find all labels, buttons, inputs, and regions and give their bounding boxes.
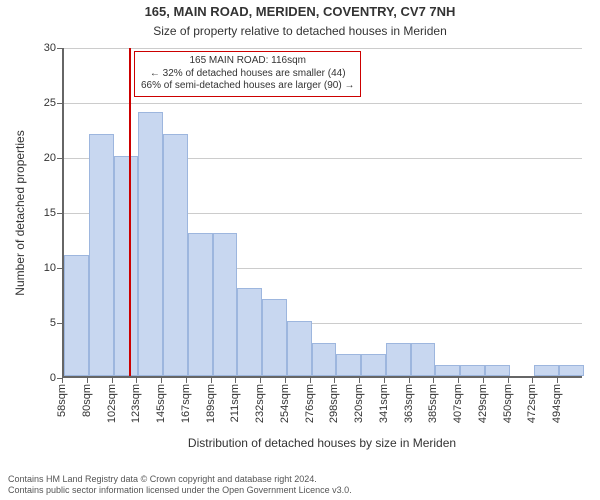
chart-container: { "chart": { "type": "histogram", "title… <box>0 0 600 500</box>
x-tick-mark <box>87 378 88 383</box>
x-tick-mark <box>235 378 236 383</box>
marker-line <box>129 48 131 376</box>
y-tick-label: 20 <box>44 152 56 164</box>
y-tick-mark <box>57 213 62 214</box>
x-tick-mark <box>384 378 385 383</box>
histogram-bar <box>163 134 188 376</box>
annotation-box: 165 MAIN ROAD: 116sqm← 32% of detached h… <box>134 51 361 97</box>
x-tick-mark <box>557 378 558 383</box>
x-tick-label: 254sqm <box>279 384 291 423</box>
histogram-bar <box>435 365 460 376</box>
x-tick-label: 189sqm <box>205 384 217 423</box>
x-tick-label: 407sqm <box>452 384 464 423</box>
x-tick-label: 232sqm <box>254 384 266 423</box>
y-tick-label: 30 <box>44 42 56 54</box>
annotation-line-3: 66% of semi-detached houses are larger (… <box>141 80 354 93</box>
histogram-bar <box>262 299 287 376</box>
histogram-bar <box>534 365 559 376</box>
x-tick-label: 80sqm <box>81 384 93 417</box>
footer-line-1: Contains HM Land Registry data © Crown c… <box>8 474 352 485</box>
histogram-bar <box>237 288 262 376</box>
x-tick-label: 494sqm <box>551 384 563 423</box>
x-tick-label: 58sqm <box>56 384 68 417</box>
histogram-bar <box>336 354 361 376</box>
annotation-line-2: ← 32% of detached houses are smaller (44… <box>141 68 354 81</box>
x-tick-label: 123sqm <box>130 384 142 423</box>
footer-attribution: Contains HM Land Registry data © Crown c… <box>8 474 352 497</box>
x-tick-label: 429sqm <box>477 384 489 423</box>
y-tick-label: 0 <box>50 372 56 384</box>
histogram-bar <box>386 343 411 376</box>
y-tick-label: 5 <box>50 317 56 329</box>
footer-line-2: Contains public sector information licen… <box>8 485 352 496</box>
histogram-bar <box>287 321 312 376</box>
y-tick-mark <box>57 48 62 49</box>
x-tick-label: 341sqm <box>378 384 390 423</box>
x-tick-mark <box>508 378 509 383</box>
chart-title: 165, MAIN ROAD, MERIDEN, COVENTRY, CV7 7… <box>0 4 600 19</box>
x-tick-mark <box>409 378 410 383</box>
x-tick-mark <box>483 378 484 383</box>
x-tick-label: 320sqm <box>353 384 365 423</box>
y-tick-mark <box>57 268 62 269</box>
gridline <box>64 48 582 49</box>
y-tick-label: 10 <box>44 262 56 274</box>
x-tick-label: 145sqm <box>155 384 167 423</box>
x-tick-mark <box>359 378 360 383</box>
x-tick-mark <box>112 378 113 383</box>
histogram-bar <box>213 233 238 376</box>
x-tick-label: 102sqm <box>106 384 118 423</box>
histogram-bar <box>460 365 485 376</box>
y-tick-label: 25 <box>44 97 56 109</box>
histogram-bar <box>411 343 436 376</box>
y-tick-mark <box>57 158 62 159</box>
y-tick-mark <box>57 323 62 324</box>
x-tick-label: 276sqm <box>304 384 316 423</box>
x-tick-label: 385sqm <box>427 384 439 423</box>
x-tick-label: 472sqm <box>526 384 538 423</box>
plot-area: 165 MAIN ROAD: 116sqm← 32% of detached h… <box>62 48 582 378</box>
y-tick-label: 15 <box>44 207 56 219</box>
x-tick-mark <box>532 378 533 383</box>
x-tick-mark <box>136 378 137 383</box>
x-tick-mark <box>260 378 261 383</box>
histogram-bar <box>114 156 139 376</box>
histogram-bar <box>89 134 114 376</box>
y-tick-mark <box>57 103 62 104</box>
x-tick-mark <box>334 378 335 383</box>
histogram-bar <box>312 343 337 376</box>
x-tick-mark <box>62 378 63 383</box>
histogram-bar <box>188 233 213 376</box>
annotation-line-1: 165 MAIN ROAD: 116sqm <box>141 55 354 68</box>
x-axis-label: Distribution of detached houses by size … <box>188 436 456 450</box>
gridline <box>64 103 582 104</box>
x-tick-label: 211sqm <box>229 384 241 422</box>
plot: 165 MAIN ROAD: 116sqm← 32% of detached h… <box>62 48 582 378</box>
x-tick-mark <box>285 378 286 383</box>
x-tick-mark <box>211 378 212 383</box>
histogram-bar <box>485 365 510 376</box>
histogram-bar <box>64 255 89 376</box>
x-tick-mark <box>458 378 459 383</box>
x-tick-mark <box>161 378 162 383</box>
x-tick-label: 363sqm <box>403 384 415 423</box>
x-tick-label: 298sqm <box>328 384 340 423</box>
x-tick-label: 450sqm <box>502 384 514 423</box>
x-tick-mark <box>433 378 434 383</box>
x-tick-label: 167sqm <box>180 384 192 423</box>
y-axis-label: Number of detached properties <box>13 130 27 295</box>
histogram-bar <box>361 354 386 376</box>
histogram-bar <box>138 112 163 376</box>
histogram-bar <box>559 365 584 376</box>
x-tick-mark <box>186 378 187 383</box>
x-tick-mark <box>310 378 311 383</box>
chart-subtitle: Size of property relative to detached ho… <box>0 24 600 38</box>
